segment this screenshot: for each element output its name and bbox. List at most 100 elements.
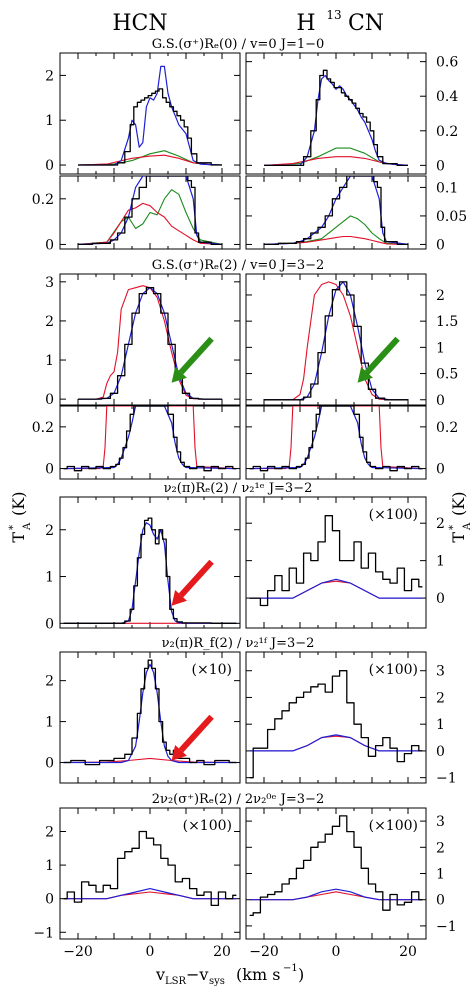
y-tick-label: 2 xyxy=(45,314,54,330)
series-line-red xyxy=(63,891,237,900)
series-line-blue xyxy=(77,176,223,245)
arrow-head xyxy=(171,366,187,383)
svg-text:*: * xyxy=(448,525,459,530)
series-line-obs xyxy=(249,670,423,779)
series-line-obs xyxy=(78,88,222,166)
x-tick-label: −20 xyxy=(63,944,93,960)
series-group xyxy=(78,285,222,400)
y-tick-label: 1 xyxy=(436,867,445,883)
series-line-obs xyxy=(264,69,408,167)
arrow-head xyxy=(171,589,187,606)
plot-frame xyxy=(59,496,241,629)
series-line-blue xyxy=(63,522,237,624)
y-tick-label: 2 xyxy=(436,840,445,856)
arrow-shaft xyxy=(364,336,400,375)
y-tick-label: 2 xyxy=(436,516,445,532)
x-axis-label: v LSR −v sys (km s −1 ) xyxy=(155,963,304,987)
series-line-obs xyxy=(264,176,408,246)
y-tick-label: 1 xyxy=(436,717,445,733)
series-line-red xyxy=(264,281,408,401)
series-line-blue xyxy=(249,888,423,901)
panel-h13cn_2v2: −20 0 20 −1 0 1 2 3 (×100) xyxy=(245,807,457,960)
series-line-blue xyxy=(249,406,423,470)
y-tick-label: 0 xyxy=(436,744,445,760)
panel-hcn_2v2: −20 0 20 −1 0 1 2 (×100) xyxy=(33,807,241,960)
y-tick-label: 2 xyxy=(45,674,54,690)
y-tick-label: 2 xyxy=(436,288,445,304)
y-tick-label: 0 xyxy=(45,158,54,174)
svg-text:T: T xyxy=(9,532,28,543)
svg-text:(K): (K) xyxy=(9,492,28,516)
scale-note: (×100) xyxy=(369,662,418,678)
y-tick-label: 0 xyxy=(45,756,54,772)
panels: 01200.20.40.600.200.050.1012300.511.5200… xyxy=(32,52,467,960)
y-tick-label: 0 xyxy=(436,462,445,478)
plot-frame xyxy=(245,273,427,406)
y-tick-label: 1 xyxy=(436,340,445,356)
y-tick-label: 1 xyxy=(45,570,54,586)
panel-hcn_gs32_zoom: 00.2 xyxy=(32,405,241,480)
panel-h13cn_v2e: 0 1 2 (×100) xyxy=(245,496,445,629)
svg-text:sys: sys xyxy=(209,976,225,987)
svg-text:−v: −v xyxy=(186,965,208,984)
series-line-obs xyxy=(78,287,222,400)
series-line-blue xyxy=(78,65,223,166)
section-label: 2ν₂(σ⁺)Rₑ(2) / 2ν₂⁰ᵉ J=3−2 xyxy=(152,792,324,807)
series-line-red xyxy=(78,285,222,400)
svg-text:−1: −1 xyxy=(283,963,298,974)
series-group xyxy=(249,406,423,472)
arrow-head xyxy=(357,366,373,383)
plot-frame xyxy=(245,52,427,175)
col-title-h13cn: H 13 CN xyxy=(296,8,384,36)
arrow-shaft xyxy=(178,714,214,753)
y-tick-label: 0.4 xyxy=(436,89,458,105)
scale-note: (×10) xyxy=(192,662,232,678)
x-tick-label: 20 xyxy=(213,944,231,960)
section-label: ν₂(π)R_f(2) / ν₂¹ᶠ J=3−2 xyxy=(162,636,315,651)
x-tick-label: 0 xyxy=(332,944,341,960)
series-line-obs xyxy=(249,815,423,917)
series-line-blue xyxy=(63,663,237,764)
series-line-green xyxy=(77,189,223,245)
series-line-blue xyxy=(263,176,409,245)
y-tick-label: 0 xyxy=(45,237,54,253)
series-line-blue xyxy=(63,406,237,470)
y-tick-label: 0 xyxy=(45,892,54,908)
series-line-obs xyxy=(63,517,237,624)
series-group xyxy=(249,670,423,779)
series-line-red xyxy=(263,235,409,245)
y-tick-label: 3 xyxy=(436,664,445,680)
panel-hcn_v2e: 0 1 2 xyxy=(45,496,241,632)
panel-h13cn_gs32_main: 0 0.5 1 1.5 2 xyxy=(245,273,458,409)
y-tick-label: 3 xyxy=(45,275,54,291)
y-tick-label: 1 xyxy=(45,858,54,874)
y-tick-label: 2 xyxy=(45,825,54,841)
y-tick-label: 1 xyxy=(436,554,445,570)
x-tick-label: 20 xyxy=(399,944,417,960)
y-tick-label: −1 xyxy=(436,771,457,787)
panel-hcn_gs32_main: 0 1 2 3 xyxy=(45,273,241,408)
series-line-blue xyxy=(249,578,423,599)
series-group xyxy=(77,65,223,166)
panel-h13cn_v2f: −1 0 1 2 3 (×100) xyxy=(245,651,457,787)
series-line-obs xyxy=(63,659,237,766)
y-tick-label: 0 xyxy=(45,392,54,408)
svg-text:LSR: LSR xyxy=(165,976,186,987)
y-tick-label: 0.2 xyxy=(32,192,54,208)
svg-text:T: T xyxy=(449,532,468,543)
svg-text:): ) xyxy=(298,965,304,984)
series-group xyxy=(263,176,409,246)
y-tick-label: 2 xyxy=(436,690,445,706)
panel-h13cn_gs10_main: 0 0.2 0.4 0.6 xyxy=(245,52,458,175)
series-line-blue xyxy=(63,888,237,900)
svg-text:v: v xyxy=(155,965,165,984)
arrow-shaft xyxy=(178,559,214,598)
y-tick-label: 0 xyxy=(45,616,54,632)
arrow-shaft xyxy=(178,336,214,375)
y-tick-label: 1.5 xyxy=(436,314,458,330)
series-line-obs xyxy=(264,281,408,401)
y-tick-label: 0 xyxy=(45,462,54,478)
y-tick-label: −1 xyxy=(436,919,457,935)
y-tick-label: 0 xyxy=(436,158,445,174)
